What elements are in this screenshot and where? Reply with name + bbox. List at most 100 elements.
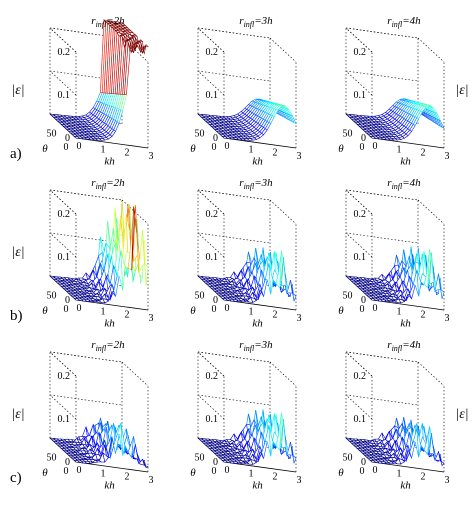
grid-line bbox=[345, 27, 419, 39]
surface-panel: 0 0.1 0.2 0 1 2 3 0 50 kh θ |ε| rinfl=2h bbox=[11, 339, 153, 492]
x-tick-label: 2 bbox=[125, 310, 130, 321]
grid-line bbox=[197, 189, 271, 201]
panel-title: rinfl=4h bbox=[387, 177, 421, 191]
x-tick-label: 1 bbox=[101, 468, 106, 479]
axis-line bbox=[75, 461, 149, 473]
x-tick-label: 1 bbox=[249, 306, 254, 317]
grid-line bbox=[269, 199, 297, 225]
surface-mesh bbox=[197, 247, 297, 303]
x-tick-label: 1 bbox=[249, 144, 254, 155]
grid-line bbox=[197, 70, 225, 96]
panel-title: rinfl=2h bbox=[91, 15, 125, 29]
grid-line bbox=[417, 361, 445, 387]
z-tick-label: 0.2 bbox=[354, 371, 367, 382]
z-tick-label: 0.2 bbox=[58, 47, 71, 58]
grid-line bbox=[197, 351, 271, 363]
mesh-cell bbox=[279, 412, 286, 450]
grid-line bbox=[49, 70, 77, 96]
mesh-cell bbox=[289, 114, 297, 125]
mesh-cell bbox=[290, 280, 297, 303]
x-tick-label: 1 bbox=[101, 306, 106, 317]
surface-panel: 0 0.1 0.2 0 1 2 3 0 50 kh θ |ε| rinfl=4h bbox=[338, 339, 468, 492]
z-tick-label: 0 bbox=[213, 457, 218, 468]
z-tick-label: 0.2 bbox=[354, 47, 367, 58]
y-tick-label: 0 bbox=[212, 142, 217, 153]
grid-line bbox=[345, 70, 419, 82]
z-tick-label: 0 bbox=[361, 133, 366, 144]
grid-line bbox=[49, 351, 123, 363]
grid-line bbox=[345, 394, 373, 420]
x-axis-label: kh bbox=[252, 156, 263, 168]
panel-title: rinfl=2h bbox=[91, 177, 125, 191]
surface-panel: 0 0.1 0.2 0 1 2 3 0 50 kh θ rinfl=3h bbox=[190, 339, 301, 492]
z-tick-label: 0.1 bbox=[206, 252, 219, 263]
y-tick-label: 0 bbox=[360, 142, 365, 153]
y-axis-label: θ bbox=[190, 305, 196, 317]
grid-line bbox=[345, 232, 373, 258]
mesh-cell bbox=[142, 459, 149, 468]
x-axis-label: kh bbox=[252, 318, 263, 330]
mesh-cell bbox=[142, 44, 149, 54]
x-tick-label: 1 bbox=[397, 144, 402, 155]
y-tick-label: 0 bbox=[64, 142, 69, 153]
x-tick-label: 1 bbox=[397, 306, 402, 317]
x-tick-label: 0 bbox=[77, 141, 82, 152]
z-axis-label: |ε| bbox=[455, 83, 468, 98]
x-tick-label: 1 bbox=[101, 144, 106, 155]
x-tick-label: 2 bbox=[125, 148, 130, 159]
grid-line bbox=[345, 351, 419, 363]
row-label: a) bbox=[10, 146, 22, 162]
z-tick-label: 0 bbox=[65, 457, 70, 468]
surface-mesh bbox=[197, 98, 297, 141]
z-tick-label: 0 bbox=[361, 295, 366, 306]
z-tick-label: 0.2 bbox=[58, 371, 71, 382]
z-tick-label: 0 bbox=[213, 295, 218, 306]
axis-line bbox=[223, 137, 297, 149]
grid-line bbox=[49, 232, 77, 258]
x-tick-label: 0 bbox=[225, 303, 230, 314]
x-tick-label: 3 bbox=[445, 475, 450, 486]
grid-line bbox=[269, 37, 297, 63]
grid-line bbox=[197, 232, 225, 258]
x-tick-label: 2 bbox=[273, 472, 278, 483]
y-axis-label: θ bbox=[338, 467, 344, 479]
z-axis-label: |ε| bbox=[11, 407, 24, 422]
z-tick-label: 0 bbox=[65, 295, 70, 306]
x-tick-label: 1 bbox=[397, 468, 402, 479]
x-tick-label: 2 bbox=[421, 148, 426, 159]
grid-line bbox=[49, 394, 77, 420]
z-tick-label: 0.2 bbox=[206, 209, 219, 220]
surface-panel: 0 0.1 0.2 0 1 2 3 0 50 kh θ rinfl=3h bbox=[190, 15, 301, 168]
x-axis-label: kh bbox=[104, 156, 115, 168]
grid-line bbox=[49, 351, 77, 377]
x-axis-label: kh bbox=[104, 318, 115, 330]
z-axis-label: |ε| bbox=[11, 83, 24, 98]
surface-panel: 0 0.1 0.2 0 1 2 3 0 50 kh θ |ε| rinfl=4h bbox=[338, 15, 468, 168]
surface-panel: 0 0.1 0.2 0 1 2 3 0 50 kh θ |ε| rinfl=2h bbox=[11, 15, 153, 168]
grid-line bbox=[197, 27, 271, 39]
x-tick-label: 0 bbox=[373, 303, 378, 314]
z-tick-label: 0 bbox=[213, 133, 218, 144]
grid-line bbox=[197, 27, 225, 53]
z-tick-label: 0.1 bbox=[58, 414, 71, 425]
mesh-cell bbox=[438, 273, 445, 299]
x-tick-label: 2 bbox=[421, 310, 426, 321]
mesh-cell bbox=[142, 230, 149, 286]
z-tick-label: 0.2 bbox=[58, 209, 71, 220]
x-tick-label: 3 bbox=[149, 151, 154, 162]
grid-line bbox=[197, 351, 225, 377]
y-axis-label: θ bbox=[42, 305, 48, 317]
z-tick-label: 0.1 bbox=[354, 252, 367, 263]
grid-line bbox=[345, 232, 419, 244]
z-tick-label: 0 bbox=[65, 133, 70, 144]
axis-line bbox=[371, 137, 445, 149]
x-tick-label: 0 bbox=[77, 465, 82, 476]
grid-line bbox=[417, 199, 445, 225]
x-tick-label: 2 bbox=[125, 472, 130, 483]
grid-line bbox=[269, 361, 297, 387]
mesh-cell bbox=[438, 451, 445, 467]
z-tick-label: 0.1 bbox=[58, 252, 71, 263]
y-tick-label: 0 bbox=[360, 466, 365, 477]
mesh-cell bbox=[437, 119, 445, 130]
x-tick-label: 0 bbox=[373, 465, 378, 476]
